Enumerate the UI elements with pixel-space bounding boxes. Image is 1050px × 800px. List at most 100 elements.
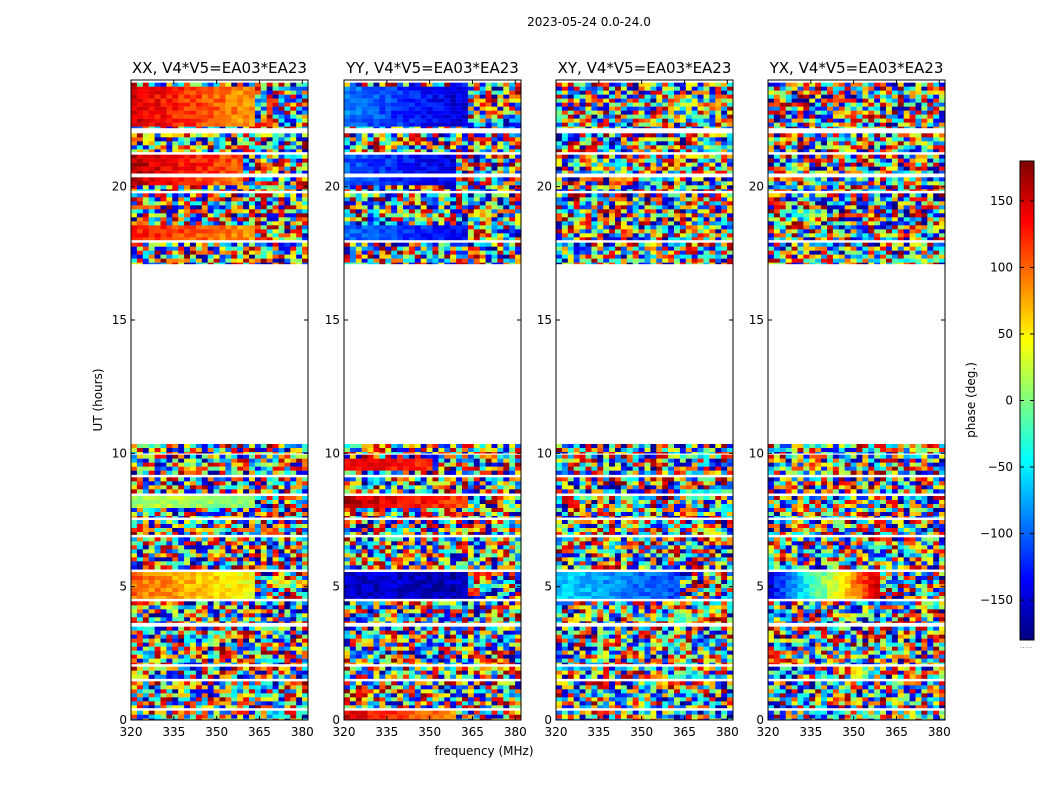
heatmap-cell xyxy=(420,561,427,566)
heatmap-cell xyxy=(213,170,220,174)
heatmap-cell xyxy=(201,718,208,721)
heatmap-cell xyxy=(243,596,250,599)
heatmap-cell xyxy=(213,213,220,218)
heatmap-cell xyxy=(290,205,297,210)
heatmap-cell xyxy=(219,254,226,259)
heatmap-cell xyxy=(178,448,185,453)
heatmap-cell xyxy=(485,701,492,706)
heatmap-cell xyxy=(136,613,144,618)
heatmap-cell xyxy=(272,158,279,163)
heatmap-cell xyxy=(432,638,439,643)
heatmap-cell xyxy=(254,82,262,87)
heatmap-cell xyxy=(154,145,161,150)
heatmap-cell xyxy=(243,462,250,467)
heatmap-cell xyxy=(361,685,368,690)
heatmap-cell xyxy=(479,557,486,562)
heatmap-cell xyxy=(160,444,167,449)
heatmap-cell xyxy=(272,630,279,635)
heatmap-cell xyxy=(166,189,173,191)
heatmap-cell xyxy=(160,118,167,123)
heatmap-cell xyxy=(254,229,262,234)
heatmap-cell xyxy=(266,246,273,251)
heatmap-cell xyxy=(344,601,351,606)
heatmap-cell xyxy=(225,626,232,631)
heatmap-cell xyxy=(166,670,173,675)
heatmap-cell xyxy=(272,537,279,542)
heatmap-cell xyxy=(213,185,220,190)
heatmap-cell xyxy=(278,205,285,210)
heatmap-cell xyxy=(237,512,244,517)
heatmap-cell xyxy=(367,601,374,606)
heatmap-cell xyxy=(509,626,516,631)
heatmap-cell xyxy=(260,237,267,241)
heatmap-cell xyxy=(456,609,463,614)
heatmap-cell xyxy=(272,588,279,593)
heatmap-cell xyxy=(344,572,351,577)
heatmap-cell xyxy=(349,537,357,542)
heatmap-cell xyxy=(290,197,297,202)
heatmap-cell xyxy=(201,462,208,467)
heatmap-cell xyxy=(272,705,279,709)
heatmap-cell xyxy=(190,710,197,715)
heatmap-cell xyxy=(201,524,208,529)
heatmap-cell xyxy=(207,701,214,706)
heatmap-cell xyxy=(302,102,309,107)
heatmap-cell xyxy=(432,576,439,581)
heatmap-cell xyxy=(432,674,439,679)
heatmap-cell xyxy=(178,580,185,585)
heatmap-cell xyxy=(391,576,398,581)
heatmap-cell xyxy=(131,477,138,482)
heatmap-cell xyxy=(219,162,226,167)
heatmap-cell xyxy=(190,537,197,542)
heatmap-cell xyxy=(444,670,451,675)
heatmap-cell xyxy=(231,646,238,651)
heatmap-cell xyxy=(131,701,138,706)
heatmap-cell xyxy=(473,537,480,542)
heatmap-cell xyxy=(254,512,262,517)
heatmap-cell xyxy=(408,549,416,554)
heatmap-cell xyxy=(290,225,297,230)
heatmap-cell xyxy=(154,481,161,486)
heatmap-cell xyxy=(136,689,144,694)
heatmap-cell xyxy=(278,102,285,107)
heatmap-cell xyxy=(367,718,374,721)
heatmap-cell xyxy=(349,654,357,659)
heatmap-cell xyxy=(160,137,167,142)
heatmap-cell xyxy=(154,485,161,490)
heatmap-cell xyxy=(154,162,161,167)
heatmap-cell xyxy=(260,133,267,138)
heatmap-cell xyxy=(178,718,185,721)
heatmap-cell xyxy=(497,701,504,706)
heatmap-cell xyxy=(172,642,179,647)
heatmap-cell xyxy=(160,250,167,255)
heatmap-cell xyxy=(290,508,297,513)
heatmap-cell xyxy=(148,170,155,174)
heatmap-cell xyxy=(243,452,250,454)
heatmap-cell xyxy=(136,170,144,174)
heatmap-cell xyxy=(485,557,492,562)
heatmap-cell xyxy=(148,229,155,234)
heatmap-cell xyxy=(219,209,226,214)
heatmap-cell xyxy=(503,714,510,719)
heatmap-cell xyxy=(479,541,486,546)
heatmap-cell xyxy=(178,658,185,663)
heatmap-cell xyxy=(131,685,138,690)
heatmap-cell xyxy=(361,662,368,665)
heatmap-cell xyxy=(142,613,149,618)
heatmap-cell xyxy=(172,545,179,550)
heatmap-cell xyxy=(243,126,250,129)
heatmap-cell xyxy=(249,462,256,467)
heatmap-cell xyxy=(231,466,238,471)
heatmap-cell xyxy=(444,588,451,593)
heatmap-cell xyxy=(302,110,309,115)
heatmap-cell xyxy=(172,609,179,614)
heatmap-cell xyxy=(426,537,433,542)
heatmap-cell xyxy=(344,710,351,715)
heatmap-cell xyxy=(296,557,303,562)
heatmap-cell xyxy=(201,454,208,459)
heatmap-cell xyxy=(426,588,433,593)
heatmap-cell xyxy=(296,609,303,614)
heatmap-cell xyxy=(479,710,486,715)
heatmap-cell xyxy=(403,609,410,614)
heatmap-cell xyxy=(509,576,516,581)
